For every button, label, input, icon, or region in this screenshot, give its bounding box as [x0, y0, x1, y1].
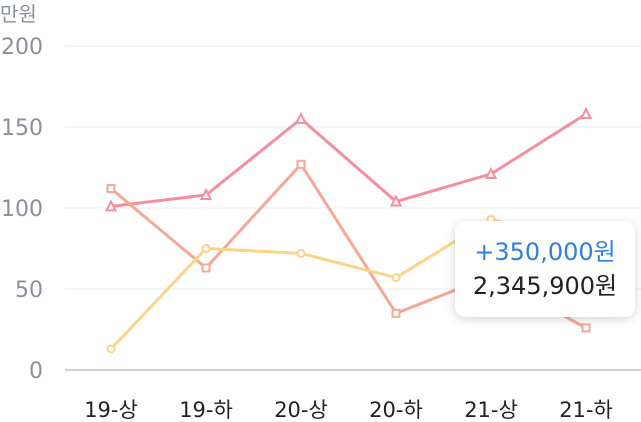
- data-point-triangle: [389, 194, 403, 207]
- data-point-circle: [106, 344, 116, 354]
- y-tick-label: 150: [1, 116, 43, 141]
- data-point-circle: [296, 248, 306, 258]
- x-axis-ticks: 19-상 19-하 20-상 20-하 21-상 21-하: [84, 398, 613, 422]
- series-line: [109, 112, 588, 208]
- y-tick-label: 100: [1, 197, 43, 222]
- tooltip-value: 2,345,900원: [472, 272, 618, 300]
- data-point-triangle: [199, 187, 213, 201]
- data-point-square: [296, 159, 306, 169]
- y-tick-label: 50: [15, 278, 43, 303]
- data-point-triangle: [104, 199, 118, 212]
- x-tick-label: 19-상: [84, 398, 138, 422]
- data-point-triangle: [484, 166, 498, 179]
- x-tick-label: 19-하: [179, 398, 233, 422]
- x-tick-label: 21-하: [559, 398, 613, 422]
- data-point-square: [201, 263, 211, 273]
- series-triangle: [104, 106, 593, 212]
- x-tick-label: 20-하: [369, 398, 423, 422]
- data-tooltip: +350,000원 2,345,900원: [455, 221, 635, 317]
- y-axis-ticks: 0 50 100 150 200: [1, 35, 43, 384]
- y-axis-unit-label: 만원: [0, 2, 37, 26]
- data-point-square: [391, 308, 401, 318]
- y-tick-label: 0: [29, 359, 43, 384]
- y-tick-label: 200: [1, 35, 43, 60]
- data-point-triangle: [579, 106, 593, 120]
- data-point-circle: [391, 273, 401, 283]
- gridlines: [65, 45, 641, 371]
- x-tick-label: 20-상: [274, 398, 328, 422]
- data-point-triangle: [294, 111, 308, 124]
- tooltip-difference: +350,000원: [474, 238, 616, 266]
- data-point-square: [106, 184, 116, 194]
- data-point-square: [581, 323, 591, 333]
- x-tick-label: 21-상: [464, 398, 518, 422]
- data-point-circle: [201, 244, 211, 253]
